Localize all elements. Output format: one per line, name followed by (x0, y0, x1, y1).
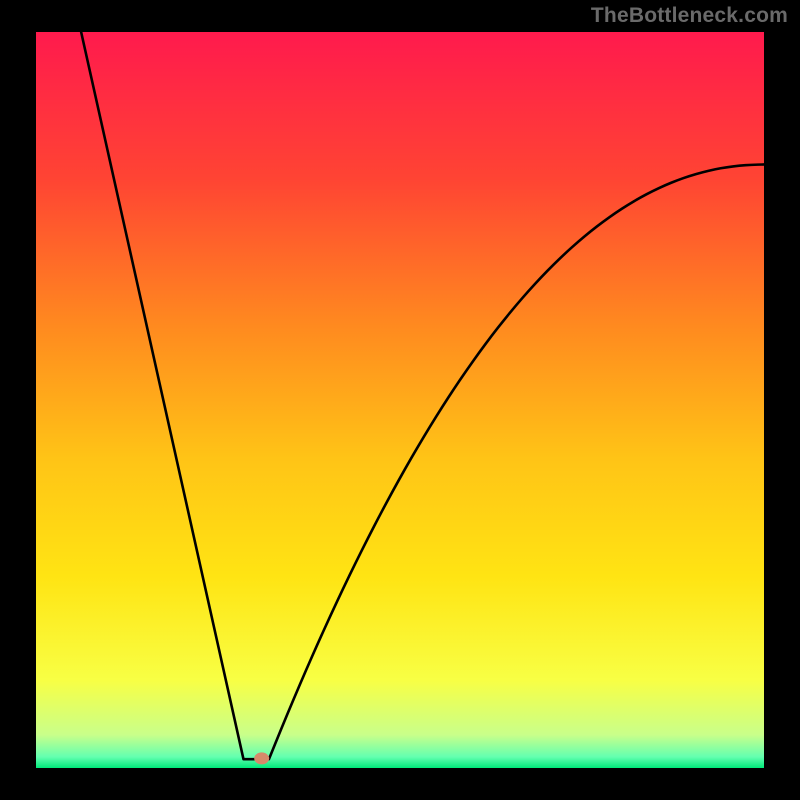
chart-svg (0, 0, 800, 800)
plot-background (36, 32, 764, 768)
marker-dot (254, 752, 269, 764)
chart-root: TheBottleneck.com (0, 0, 800, 800)
watermark-text: TheBottleneck.com (591, 4, 788, 28)
